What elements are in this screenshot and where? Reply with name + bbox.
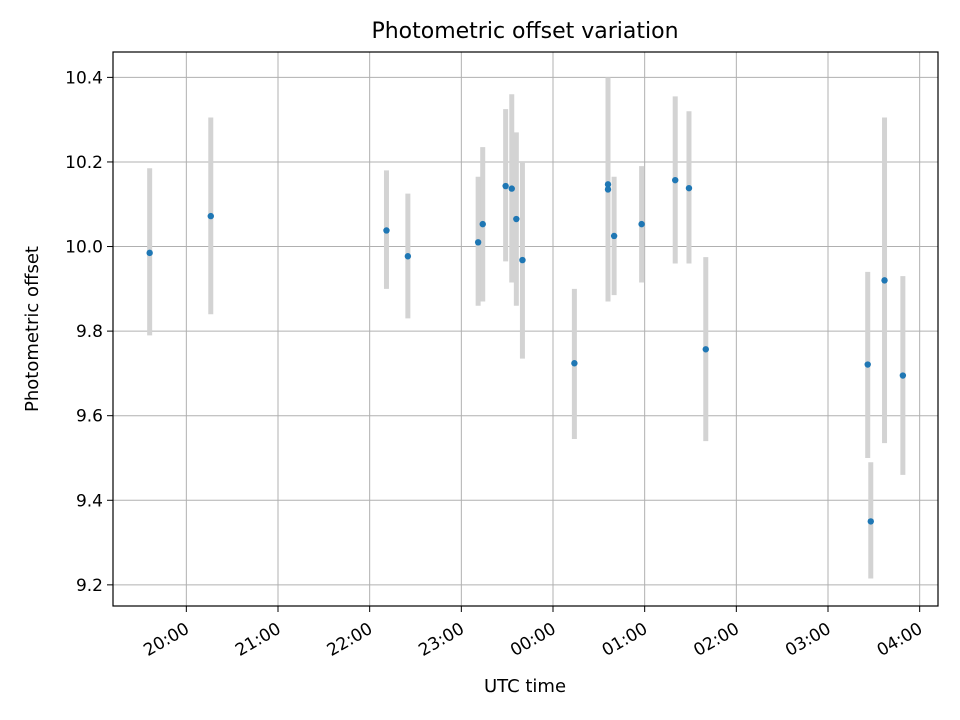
data-point <box>474 239 482 246</box>
data-point <box>899 372 907 379</box>
data-point <box>638 220 645 228</box>
data-point <box>519 256 526 264</box>
data-point <box>610 232 618 240</box>
data-point <box>404 253 412 260</box>
y-tick-label: 9.6 <box>76 407 103 427</box>
data-point <box>867 518 874 525</box>
data-point <box>513 215 520 223</box>
data-point <box>383 227 390 234</box>
x-axis-label: UTC time <box>484 676 566 697</box>
data-point <box>571 360 578 367</box>
plot-frame <box>112 51 939 607</box>
grid <box>113 52 938 606</box>
data-points <box>146 176 907 525</box>
data-point <box>479 220 486 228</box>
data-point <box>702 346 709 353</box>
y-tick-label: 10.4 <box>65 68 103 88</box>
y-tick-label: 10.0 <box>65 238 103 258</box>
y-tick-label: 9.4 <box>76 491 103 511</box>
data-point <box>881 277 888 284</box>
data-point <box>604 186 612 193</box>
data-point <box>685 184 693 192</box>
y-axis-label: Photometric offset <box>22 246 43 412</box>
data-point <box>207 212 214 220</box>
data-point <box>604 181 612 188</box>
y-tick-label: 9.8 <box>76 322 103 342</box>
y-axis-ticks: 9.2 9.4 9.6 9.8 10.0 10.2 10.4 <box>65 68 113 596</box>
data-point <box>146 249 153 257</box>
data-point <box>502 182 509 190</box>
data-point <box>864 361 871 368</box>
y-tick-label: 10.2 <box>65 153 103 173</box>
chart-title: Photometric offset variation <box>371 19 678 44</box>
data-point <box>508 185 515 192</box>
y-tick-label: 9.2 <box>76 576 103 596</box>
data-point <box>672 176 679 184</box>
